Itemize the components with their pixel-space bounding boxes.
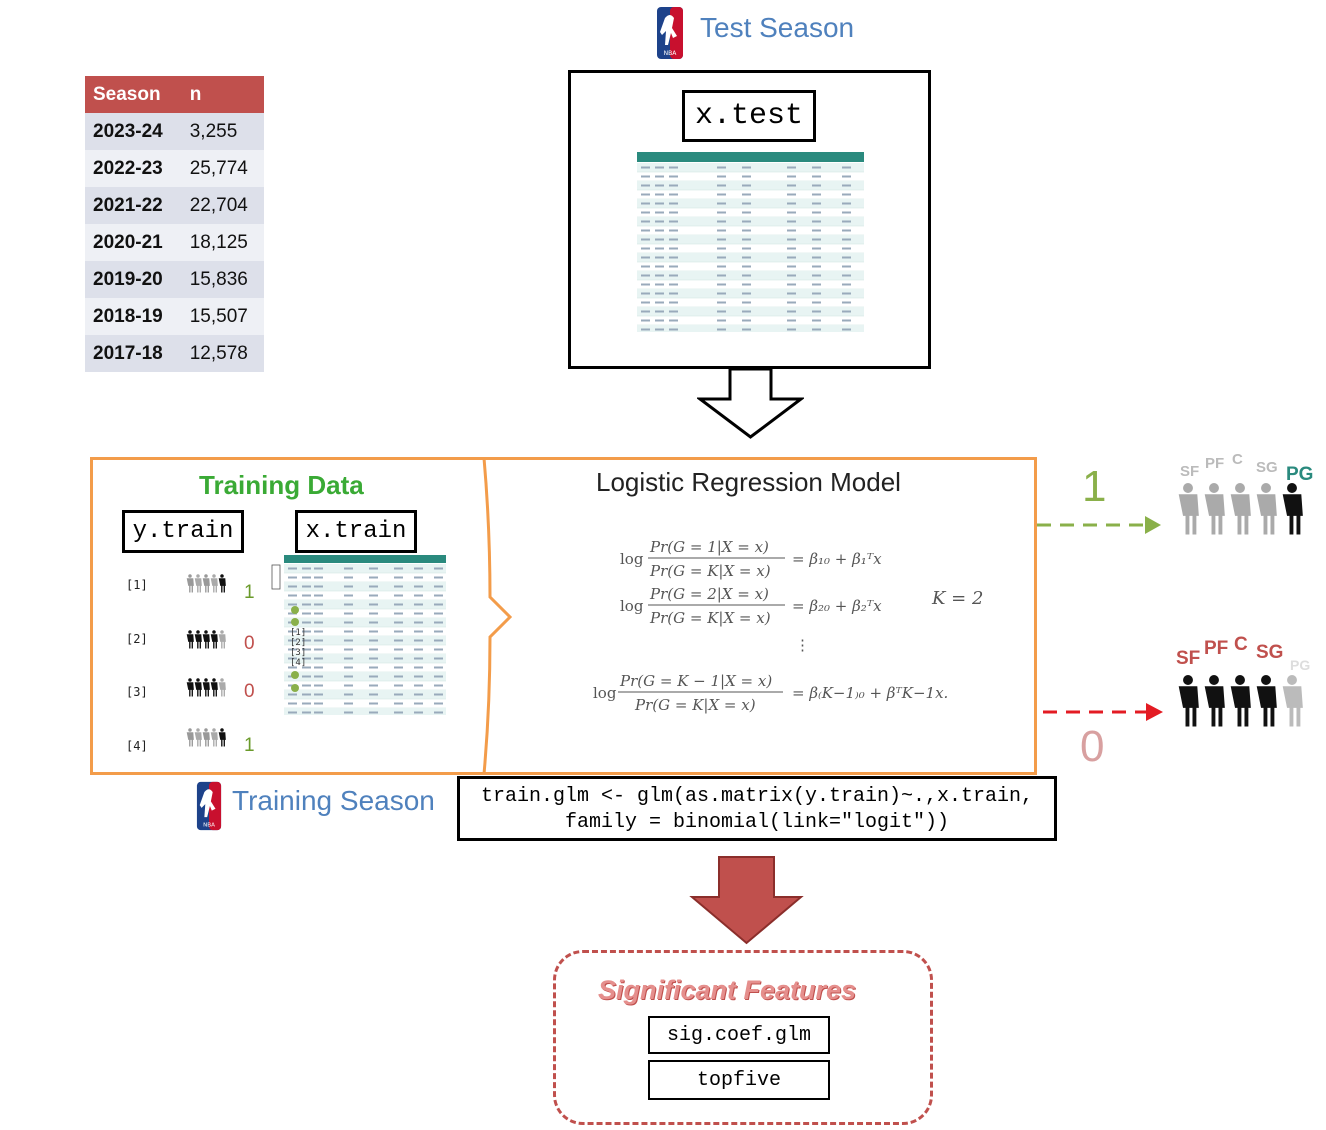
svg-text:[4]: [4] <box>290 658 306 668</box>
n-cell: 12,578 <box>181 335 264 372</box>
n-cell: 22,704 <box>181 187 264 224</box>
svg-text:⋮: ⋮ <box>795 636 810 654</box>
row-index: [1] <box>126 578 148 592</box>
svg-text:Pr(G = K|X = x): Pr(G = K|X = x) <box>634 696 756 714</box>
positive-players-icon: SF PF C SG PG <box>1178 451 1313 535</box>
season-cell: 2020-21 <box>85 224 182 261</box>
svg-text:NBA: NBA <box>664 50 678 57</box>
y-value: 1 <box>244 582 255 603</box>
y-train-label: y.train <box>122 510 244 553</box>
season-header: Season <box>85 76 182 113</box>
train-table-thumbnail: [1] [2] [3] [4] <box>271 555 446 715</box>
pos-label: SF <box>1180 463 1199 480</box>
training-box <box>90 457 1037 775</box>
pos-label: PF <box>1205 455 1224 472</box>
pos-label: PG <box>1286 464 1313 485</box>
y-value: 1 <box>244 735 255 756</box>
brace-divider <box>482 457 513 775</box>
arrow-positive <box>1037 516 1161 534</box>
training-data-title: Training Data <box>199 470 364 500</box>
season-cell: 2021-22 <box>85 187 182 224</box>
table-row: 2019-20 15,836 <box>85 261 264 298</box>
x-test-label: x.test <box>682 90 816 142</box>
n-cell: 3,255 <box>181 113 264 150</box>
player-group-icon <box>186 728 226 747</box>
neg-label: PF <box>1204 638 1228 659</box>
negative-players-icon: SF PF C SG PG <box>1176 634 1310 727</box>
k-equals-label: K = 2 <box>932 588 984 609</box>
season-cell: 2017-18 <box>85 335 182 372</box>
nba-logo-icon: NBA <box>657 7 683 59</box>
n-cell: 15,836 <box>181 261 264 298</box>
x-train-label: x.train <box>295 510 417 553</box>
n-cell: 18,125 <box>181 224 264 261</box>
topfive-box: topfive <box>648 1060 830 1100</box>
svg-text:[2]: [2] <box>290 638 306 648</box>
svg-text:= β₍K−1₎₀ + βᵀK−1x.: = β₍K−1₎₀ + βᵀK−1x. <box>792 684 948 702</box>
code-line-2: family = binomial(link="logit")) <box>564 811 950 834</box>
table-row: 2020-21 18,125 <box>85 224 264 261</box>
significant-box <box>553 950 933 1125</box>
positive-value: 1 <box>1082 462 1107 511</box>
neg-label: PG <box>1290 657 1310 673</box>
table-row: 2023-24 3,255 <box>85 113 264 150</box>
svg-text:Pr(G = K|X = x): Pr(G = K|X = x) <box>649 562 771 580</box>
pos-label: C <box>1232 451 1243 468</box>
season-cell: 2023-24 <box>85 113 182 150</box>
season-cell: 2018-19 <box>85 298 182 335</box>
table-row: 2018-19 15,507 <box>85 298 264 335</box>
code-box: train.glm <- glm(as.matrix(y.train)~.,x.… <box>457 776 1057 841</box>
season-cell: 2022-23 <box>85 150 182 187</box>
arrow-negative <box>1043 703 1163 721</box>
n-header: n <box>181 76 264 113</box>
svg-text:NBA: NBA <box>203 822 215 828</box>
logistic-equations: log Pr(G = 1|X = x) Pr(G = K|X = x) = β₁… <box>593 538 948 714</box>
neg-label: SG <box>1256 642 1283 663</box>
svg-text:Pr(G = K|X = x): Pr(G = K|X = x) <box>649 609 771 627</box>
table-row: 2021-22 22,704 <box>85 187 264 224</box>
svg-text:[1]: [1] <box>290 628 306 638</box>
svg-text:= β₂₀ + β₂ᵀx: = β₂₀ + β₂ᵀx <box>792 597 882 615</box>
svg-text:log: log <box>620 550 644 568</box>
svg-text:Pr(G = K − 1|X = x): Pr(G = K − 1|X = x) <box>619 672 772 690</box>
svg-text:= β₁₀ + β₁ᵀx: = β₁₀ + β₁ᵀx <box>792 550 882 568</box>
code-line-1: train.glm <- glm(as.matrix(y.train)~.,x.… <box>480 785 1034 808</box>
svg-text:log: log <box>620 597 644 615</box>
nba-logo-icon: NBA <box>196 781 222 831</box>
player-group-icon <box>186 574 226 593</box>
neg-label: C <box>1234 634 1248 655</box>
pos-label: SG <box>1256 459 1278 476</box>
season-cell: 2019-20 <box>85 261 182 298</box>
player-group-icon <box>186 630 226 649</box>
sig-coef-glm-box: sig.coef.glm <box>648 1016 830 1054</box>
n-cell: 15,507 <box>181 298 264 335</box>
season-table: Season n 2023-24 3,255 2022-23 25,774 2021… <box>85 76 264 372</box>
svg-text:Pr(G = 2|X = x): Pr(G = 2|X = x) <box>649 585 769 603</box>
table-row: 2017-18 12,578 <box>85 335 264 372</box>
row-index: [3] <box>126 685 148 699</box>
neg-label: SF <box>1176 648 1200 669</box>
down-arrow-red <box>689 856 804 945</box>
test-table-thumbnail <box>637 152 864 332</box>
down-arrow-outline <box>697 367 804 439</box>
y-value: 0 <box>244 681 255 702</box>
n-cell: 25,774 <box>181 150 264 187</box>
negative-value: 0 <box>1080 722 1105 771</box>
test-season-title: Test Season <box>700 12 855 43</box>
svg-text:[3]: [3] <box>290 648 306 658</box>
row-index: [2] <box>126 632 148 646</box>
svg-text:Pr(G = 1|X = x): Pr(G = 1|X = x) <box>649 538 769 556</box>
row-index: [4] <box>126 739 148 753</box>
table-row: 2022-23 25,774 <box>85 150 264 187</box>
model-title: Logistic Regression Model <box>596 467 901 497</box>
player-group-icon <box>186 678 226 697</box>
y-value: 0 <box>244 633 255 654</box>
significant-title: Significant Features <box>598 975 857 1005</box>
svg-text:log: log <box>593 684 617 702</box>
training-season-title: Training Season <box>232 785 435 816</box>
